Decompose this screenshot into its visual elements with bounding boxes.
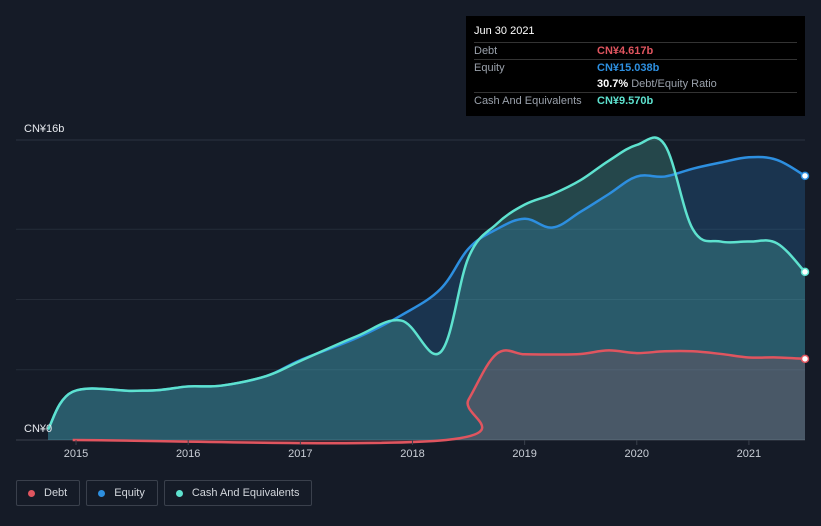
x-tick-label: 2018 [400, 448, 424, 460]
legend-item-debt[interactable]: Debt [16, 480, 81, 506]
legend-cash-label: Cash And Equivalents [191, 487, 300, 499]
chart-legend: Debt Equity Cash And Equivalents [16, 480, 313, 506]
debt-line [72, 349, 806, 445]
series-endpoints [800, 171, 810, 364]
x-tick-label: 2019 [512, 448, 536, 460]
x-tick-label: 2015 [64, 448, 88, 460]
tooltip-cash-row: Cash And Equivalents CN¥9.570b [474, 92, 797, 109]
tooltip-debt-value: CN¥4.617b [597, 45, 654, 57]
tooltip-equity-row: Equity CN¥15.038b [474, 59, 797, 76]
series-areas [48, 137, 805, 444]
tooltip-ratio-spacer [474, 76, 597, 92]
x-tick-label: 2016 [176, 448, 200, 460]
legend-item-cash[interactable]: Cash And Equivalents [163, 480, 313, 506]
tooltip-panel: Jun 30 2021 Debt CN¥4.617b Equity CN¥15.… [466, 16, 805, 116]
x-tick-label: 2017 [288, 448, 312, 460]
legend-item-equity[interactable]: Equity [86, 480, 158, 506]
debt-endpoint-marker [800, 354, 810, 364]
x-axis: 2015 2016 2017 2018 2019 2020 2021 [64, 440, 761, 460]
cash-area [48, 137, 805, 441]
x-tick-label: 2020 [625, 448, 649, 460]
series-lines [46, 136, 806, 445]
tooltip-debt-label: Debt [474, 45, 498, 57]
equity-dot-icon [98, 489, 106, 497]
legend-debt-label: Debt [44, 487, 68, 499]
tooltip-date: Jun 30 2021 [474, 25, 535, 37]
tooltip-ratio-row: 30.7% Debt/Equity Ratio [474, 76, 797, 92]
cash-line [46, 136, 806, 431]
tooltip-cash-value: CN¥9.570b [597, 95, 654, 107]
equity-area [48, 156, 805, 440]
equity-endpoint-marker [800, 171, 810, 181]
tooltip-debt-row: Debt CN¥4.617b [474, 42, 797, 59]
debt-area [72, 350, 805, 444]
cash-endpoint-marker [800, 267, 810, 277]
x-tick-label: 2021 [737, 448, 761, 460]
y-axis-zero-label: CN¥0 [24, 423, 52, 435]
tooltip-ratio-label: Debt/Equity Ratio [631, 78, 717, 90]
tooltip-cash-label: Cash And Equivalents [474, 95, 582, 107]
tooltip-equity-label: Equity [474, 62, 505, 74]
debt-dot-icon [28, 489, 35, 497]
cash-dot-icon [175, 489, 183, 497]
tooltip-equity-value: CN¥15.038b [597, 62, 660, 74]
tooltip-ratio-value: 30.7% [597, 78, 629, 90]
legend-equity-label: Equity [114, 487, 145, 499]
y-axis-top-label: CN¥16b [24, 123, 64, 135]
